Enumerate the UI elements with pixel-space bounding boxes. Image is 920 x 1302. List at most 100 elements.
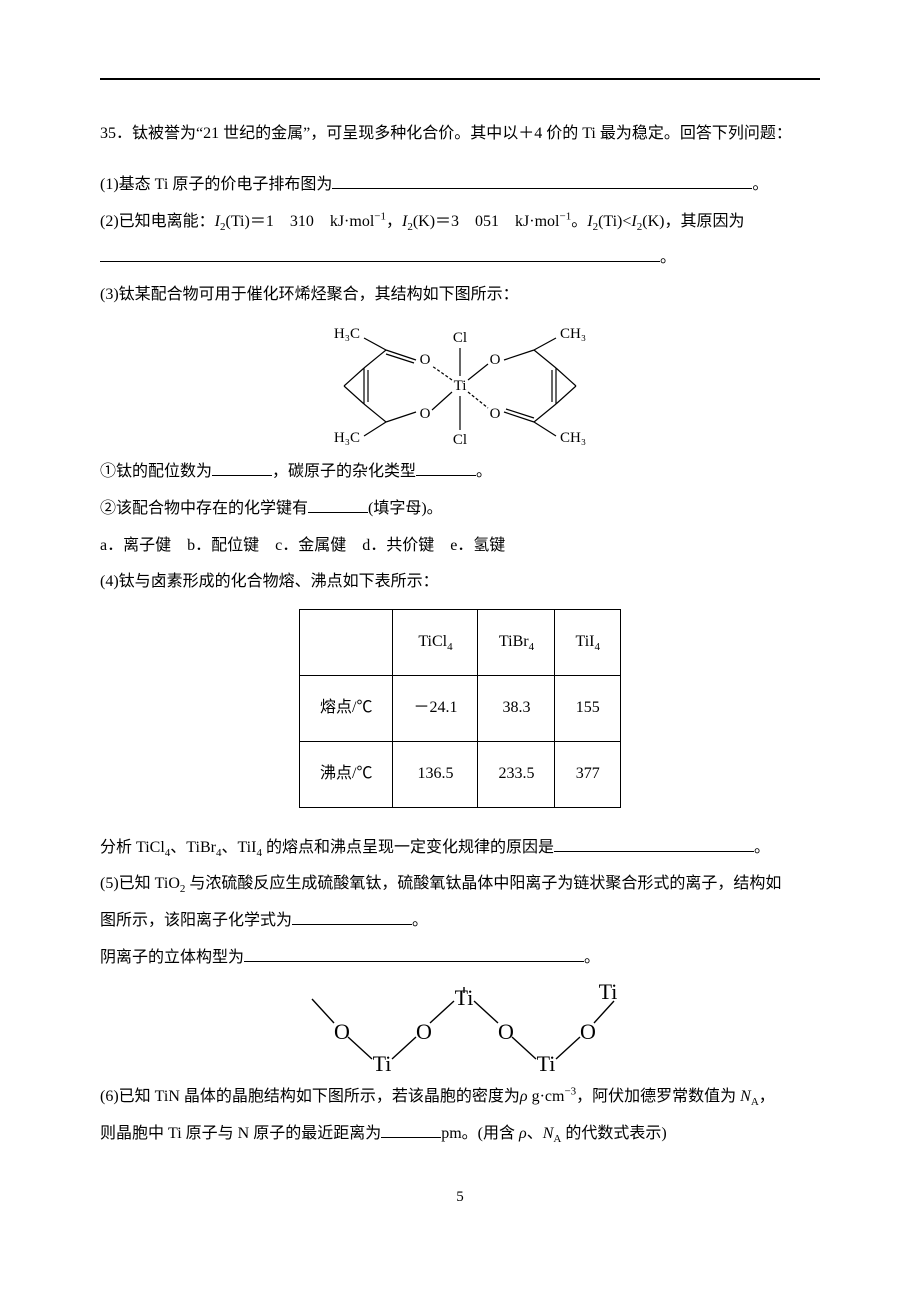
q35-p3-q1-a: ①钛的配位数为 — [100, 463, 212, 480]
NA-1: N — [740, 1088, 751, 1105]
subA-1: A — [751, 1096, 759, 1108]
svg-text:Cl: Cl — [453, 432, 467, 448]
svg-text:Ti: Ti — [537, 1051, 556, 1073]
complex-diagram: H₃C H₃C CH₃ CH₃ O O O O Cl Cl Ti — [330, 320, 590, 450]
svg-text:O: O — [580, 1019, 596, 1044]
svg-text:CH₃: CH₃ — [560, 430, 586, 446]
page: 35．钛被誉为“21 世纪的金属”，可呈现多种化合价。其中以＋4 价的 Ti 最… — [0, 0, 920, 1255]
cell: 233.5 — [478, 741, 555, 807]
q35-p2-b: (Ti)＝1 310 kJ·mol — [226, 213, 375, 230]
sup-1: −1 — [374, 210, 386, 222]
q35-p4-conclusion: 分析 TiCl4、TiBr4、TiI4 的熔点和沸点呈现一定变化规律的原因是。 — [100, 830, 820, 867]
svg-text:O: O — [498, 1019, 514, 1044]
cell: 155 — [555, 675, 620, 741]
q35-p3-q1-b: ，碳原子的杂化类型 — [272, 463, 416, 480]
svg-text:Ti: Ti — [373, 1051, 392, 1073]
q35-p6-line1: (6)已知 TiN 晶体的晶胞结构如下图所示，若该晶胞的密度为ρ g·cm−3，… — [100, 1079, 820, 1116]
svg-text:O: O — [334, 1019, 350, 1044]
p6-d: ， — [759, 1088, 775, 1105]
p5-a: (5)已知 TiO — [100, 875, 180, 892]
q35-p6-line2: 则晶胞中 Ti 原子与 N 原子的最近距离为pm。(用含 ρ、NA 的代数式表示… — [100, 1116, 820, 1153]
th-ticl4: TiCl4 — [393, 610, 478, 676]
p5-b: 与浓硫酸反应生成硫酸氧钛，硫酸氧钛晶体中阳离子为链状聚合形式的离子，结构如 — [185, 875, 781, 892]
svg-text:O: O — [490, 352, 501, 368]
rho-1: ρ — [520, 1088, 528, 1105]
blank-3b — [416, 457, 476, 476]
q35-p3-q1-end: 。 — [476, 463, 492, 480]
svg-text:Ti: Ti — [599, 983, 618, 1004]
q35-p3-q1: ①钛的配位数为 ，碳原子的杂化类型 。 — [100, 454, 820, 491]
q35-p2-e: 。 — [571, 213, 587, 230]
p4c-b: 、TiBr — [170, 839, 216, 856]
row-bp-label: 沸点/℃ — [300, 741, 393, 807]
blank-2 — [100, 244, 660, 263]
svg-text:O: O — [420, 352, 431, 368]
q35-p5-line1: (5)已知 TiO2 与浓硫酸反应生成硫酸氧钛，硫酸氧钛晶体中阳离子为链状聚合形… — [100, 866, 820, 903]
q35-p2-end: 。 — [660, 249, 676, 266]
p4c-a: 分析 TiCl — [100, 839, 165, 856]
th-tii4: TiI4 — [555, 610, 620, 676]
p6-e: 则晶胞中 Ti 原子与 N 原子的最近距离为 — [100, 1125, 381, 1142]
q35-p3-q2-b: (填字母)。 — [368, 500, 443, 517]
q35-p2-a: (2)已知电离能： — [100, 213, 215, 230]
NA-2: N — [543, 1125, 554, 1142]
q35-p3-opts: a．离子健 b．配位键 c．金属健 d．共价键 e．氢键 — [100, 528, 820, 565]
halide-table: TiCl4 TiBr4 TiI4 熔点/℃ －24.1 38.3 155 沸点/… — [299, 609, 621, 807]
q35-p2-d: (K)＝3 051 kJ·mol — [413, 213, 560, 230]
svg-text:O: O — [490, 406, 501, 422]
p5-d-end: 。 — [584, 949, 600, 966]
blank-1 — [332, 170, 752, 189]
cell: 377 — [555, 741, 620, 807]
p5-d: 阴离子的立体构型为 — [100, 949, 244, 966]
p5-c: 图所示，该阳离子化学式为 — [100, 912, 292, 929]
svg-text:O: O — [420, 406, 431, 422]
blank-5a — [292, 907, 412, 926]
table-row: 熔点/℃ －24.1 38.3 155 — [300, 675, 621, 741]
p6-g: 、 — [527, 1125, 543, 1142]
q35-p5-line3: 阴离子的立体构型为 。 — [100, 940, 820, 977]
p6-f: pm。(用含 — [441, 1125, 519, 1142]
q35-p4-intro: (4)钛与卤素形成的化合物熔、沸点如下表所示： — [100, 564, 820, 601]
p6-b: g·cm — [528, 1088, 565, 1105]
p4c-d: 的熔点和沸点呈现一定变化规律的原因是 — [262, 839, 554, 856]
chain-diagram: O Ti O Ti O Ti O Ti — [300, 983, 620, 1073]
svg-text:CH₃: CH₃ — [560, 326, 586, 342]
q35-p1: (1)基态 Ti 原子的价电子排布图为 。 — [100, 167, 820, 204]
row-mp-label: 熔点/℃ — [300, 675, 393, 741]
q35-p2: (2)已知电离能：I2(Ti)＝1 310 kJ·mol−1，I2(K)＝3 0… — [100, 204, 820, 241]
blank-6 — [381, 1119, 441, 1138]
svg-text:H₃C: H₃C — [334, 326, 360, 342]
cell: 38.3 — [478, 675, 555, 741]
q35-p2-c: ， — [386, 213, 402, 230]
cell: －24.1 — [393, 675, 478, 741]
blank-4 — [554, 833, 754, 852]
svg-text:Cl: Cl — [453, 330, 467, 346]
top-rule — [100, 78, 820, 80]
cell: 136.5 — [393, 741, 478, 807]
blank-3a — [212, 457, 272, 476]
p5-c-end: 。 — [412, 912, 428, 929]
svg-text:O: O — [416, 1019, 432, 1044]
p6-h: 的代数式表示) — [561, 1125, 666, 1142]
table-row: 沸点/℃ 136.5 233.5 377 — [300, 741, 621, 807]
q35-p2-g: (K)，其原因为 — [642, 213, 744, 230]
rho-2: ρ — [519, 1125, 527, 1142]
sup-m3: −3 — [564, 1085, 576, 1097]
svg-text:H₃C: H₃C — [334, 430, 360, 446]
blank-3c — [308, 494, 368, 513]
q35-stem: 35．钛被誉为“21 世纪的金属”，可呈现多种化合价。其中以＋4 价的 Ti 最… — [100, 116, 820, 153]
q35-p3-q2-a: ②该配合物中存在的化学键有 — [100, 500, 308, 517]
th-blank — [300, 610, 393, 676]
p4c-end: 。 — [754, 839, 770, 856]
p6-c: ，阿伏加德罗常数值为 — [576, 1088, 740, 1105]
q35-p1-text: (1)基态 Ti 原子的价电子排布图为 — [100, 176, 332, 193]
table-row-head: TiCl4 TiBr4 TiI4 — [300, 610, 621, 676]
svg-text:Ti: Ti — [454, 378, 467, 394]
q35-p1-end: 。 — [752, 176, 768, 193]
p4c-c: 、TiI — [221, 839, 256, 856]
q35-p2-blankline: 。 — [100, 240, 820, 277]
q35-p5-line2: 图所示，该阳离子化学式为 。 — [100, 903, 820, 940]
p6-a: (6)已知 TiN 晶体的晶胞结构如下图所示，若该晶胞的密度为 — [100, 1088, 520, 1105]
q35-p3-q2: ②该配合物中存在的化学键有 (填字母)。 — [100, 491, 820, 528]
q35-p3-intro: (3)钛某配合物可用于催化环烯烃聚合，其结构如下图所示： — [100, 277, 820, 314]
